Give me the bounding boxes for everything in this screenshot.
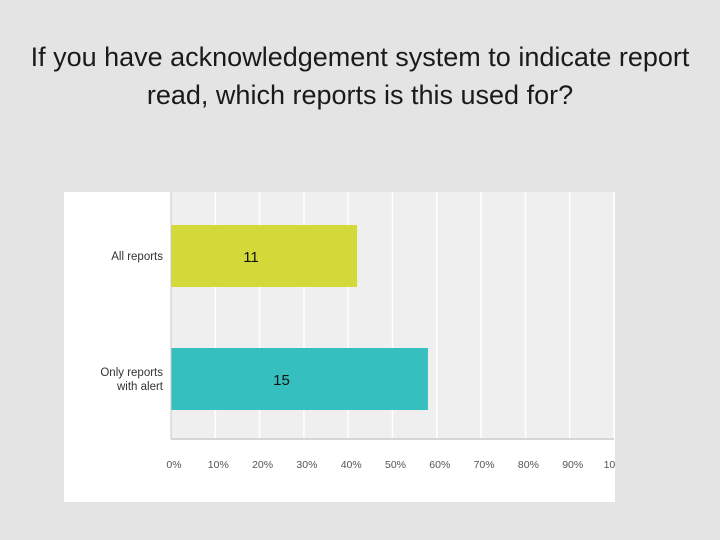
category-labels: All reports Only reports with alert xyxy=(100,251,163,393)
category-label: Only reports with alert xyxy=(100,367,163,393)
x-tick-label: 30% xyxy=(296,459,317,471)
x-tick-label: 20% xyxy=(252,459,273,471)
data-label: 15 xyxy=(273,372,290,389)
slide-title: If you have acknowledgement system to in… xyxy=(30,42,690,111)
category-label: All reports xyxy=(111,251,163,263)
bar-chart: 11 15 All reports Only reports with alert 0… xyxy=(100,192,630,471)
x-tick-label: 80% xyxy=(518,459,539,471)
x-tick-label: 100% xyxy=(604,459,615,471)
x-tick-label: 40% xyxy=(341,459,362,471)
chart-panel: 11 15 All reports Only reports with alert 0… xyxy=(64,192,630,502)
x-tick-label: 10% xyxy=(208,459,229,471)
data-label: 11 xyxy=(243,249,259,266)
bar xyxy=(171,225,358,287)
x-tick-labels: 0% 10% 20% 30% 40% 50% 60% 70% 80% 90% 100% xyxy=(166,459,630,471)
x-tick-label: 50% xyxy=(385,459,406,471)
x-tick-label: 60% xyxy=(429,459,450,471)
x-tick-label: 0% xyxy=(166,459,181,471)
bar xyxy=(171,348,428,410)
x-tick-label: 70% xyxy=(474,459,495,471)
x-tick-label: 90% xyxy=(562,459,583,471)
bars: 11 15 xyxy=(171,225,428,410)
